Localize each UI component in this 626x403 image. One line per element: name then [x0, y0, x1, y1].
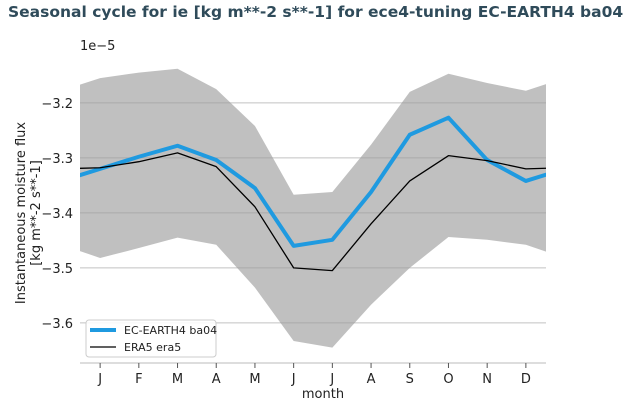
x-tick-label: N: [482, 372, 492, 387]
y-tick-label: −3.3: [41, 152, 73, 167]
series-line-ec-earth4: [80, 115, 546, 248]
spread-band: [80, 68, 546, 348]
x-tick-label: S: [406, 372, 414, 387]
x-tick-label: J: [97, 372, 102, 387]
x-tick-label: D: [521, 372, 531, 387]
x-tick-label: F: [135, 372, 142, 387]
y-offset-label: 1e−5: [80, 39, 115, 54]
x-tick-label: M: [249, 372, 260, 387]
x-tick-label: A: [367, 372, 376, 387]
series-layer: [80, 115, 546, 272]
x-tick-label: A: [212, 372, 221, 387]
y-axis-label-line2: [kg m**-2 s**-1]: [29, 160, 44, 266]
y-tick-label: −3.5: [41, 262, 73, 277]
legend-label-ec-earth4: EC-EARTH4 ba04: [124, 324, 217, 337]
y-tick-label: −3.4: [41, 207, 73, 222]
series-line-era5: [80, 152, 546, 272]
x-axis-label: month: [302, 387, 344, 402]
legend-box: [85, 319, 217, 358]
legend-label-era5: ERA5 era5: [124, 341, 181, 354]
y-axis-label-line1: Instantaneous moisture flux: [14, 122, 29, 305]
x-tick-label: O: [443, 372, 453, 387]
x-tick-label: J: [329, 372, 334, 387]
x-tick-label: J: [291, 372, 296, 387]
x-tick-label: M: [172, 372, 183, 387]
legend: EC-EARTH4 ba04 ERA5 era5: [85, 319, 217, 358]
chart-title: Seasonal cycle for ie [kg m**-2 s**-1] f…: [8, 3, 624, 21]
y-tick-label: −3.6: [41, 317, 73, 332]
y-tick-label: −3.2: [41, 97, 73, 112]
spread-band-layer: [80, 68, 546, 348]
